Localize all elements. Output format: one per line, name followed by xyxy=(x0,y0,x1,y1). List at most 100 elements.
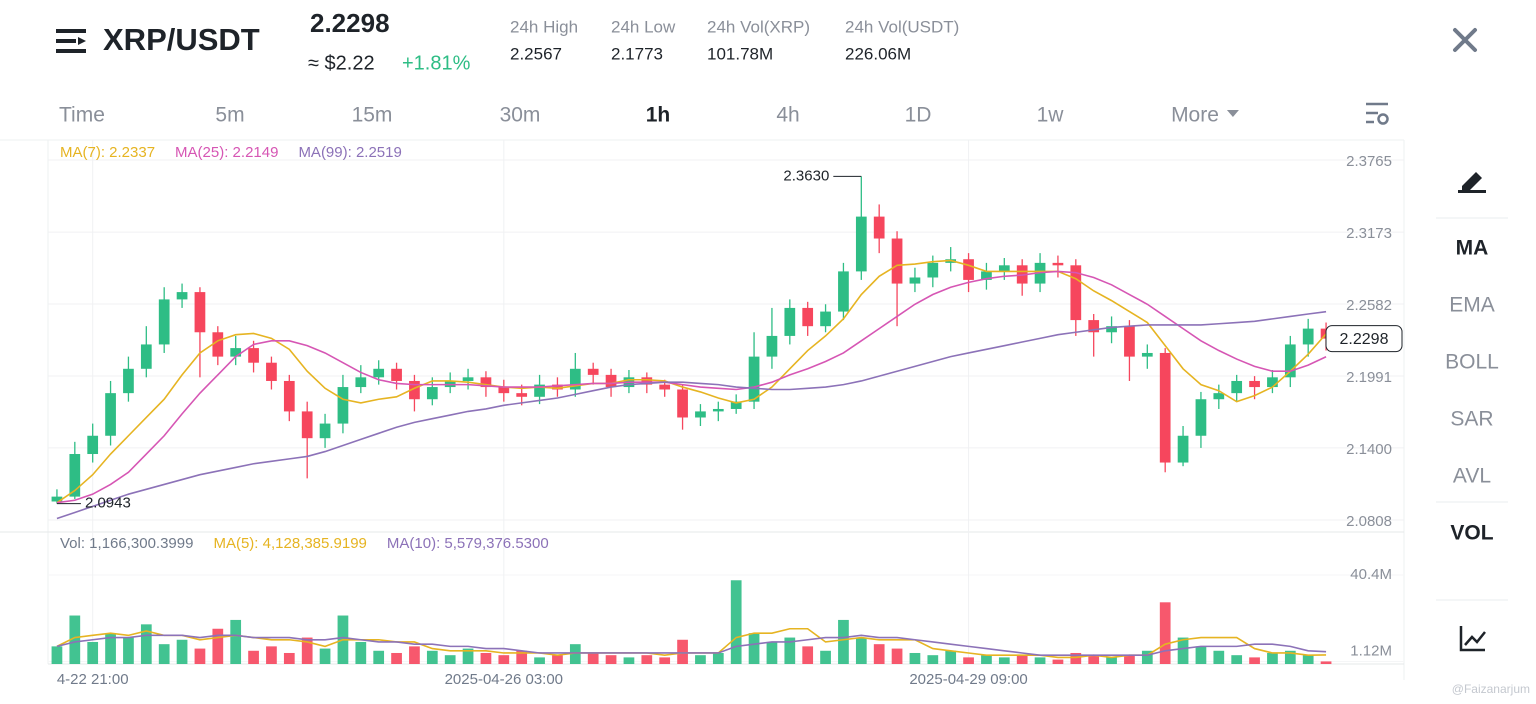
volume-bar xyxy=(605,655,617,664)
volume-bar xyxy=(87,641,99,664)
interval-tabs: Time 5m 15m 30m 1h 4h 1D 1w More xyxy=(59,104,1239,127)
candle-body xyxy=(569,368,581,390)
candle-body xyxy=(1052,262,1064,266)
credit: @Faizanarjum xyxy=(1452,682,1530,696)
candle-body xyxy=(266,362,277,381)
candle-body xyxy=(1302,328,1314,345)
candle-body xyxy=(909,277,921,284)
ma-line xyxy=(56,259,1327,504)
candle-body xyxy=(730,401,742,409)
candle-body xyxy=(1177,435,1189,463)
close-button[interactable] xyxy=(1453,28,1477,52)
candle-body xyxy=(766,335,778,357)
volume-bar xyxy=(444,655,456,664)
volume-bar xyxy=(909,652,921,664)
volume-bar xyxy=(963,657,974,664)
volume-bar xyxy=(1195,646,1207,664)
interval-tab[interactable]: 15m xyxy=(352,104,393,127)
interval-tab[interactable]: 30m xyxy=(500,104,541,127)
candle-body xyxy=(319,423,331,439)
stat-label: 24h Low xyxy=(611,17,676,36)
candle-body xyxy=(105,393,116,436)
volume-bar xyxy=(51,646,63,664)
volume-bar xyxy=(730,580,742,664)
candle-body xyxy=(212,332,224,357)
legend-entry: MA(25): 2.2149 xyxy=(175,144,278,161)
icon-bar xyxy=(56,49,86,53)
candle-body xyxy=(855,216,867,272)
candle-body xyxy=(891,238,903,284)
interval-tab[interactable]: Time xyxy=(59,104,105,127)
volume-bar xyxy=(981,655,992,664)
pair[interactable]: XRP/USDT xyxy=(103,22,260,57)
interval-tab[interactable]: 4h xyxy=(776,104,799,127)
volume-bar xyxy=(516,650,528,664)
stat-label: 24h Vol(USDT) xyxy=(845,17,959,36)
candle-body xyxy=(230,348,242,357)
candle-body xyxy=(927,262,939,278)
y-tick-label: 40.4M xyxy=(1350,566,1392,583)
volume-bar xyxy=(695,655,706,664)
stat-value: 101.78M xyxy=(707,44,773,63)
interval-tab[interactable]: More xyxy=(1171,104,1219,127)
candle-body xyxy=(605,374,617,388)
legend-entry: MA(5): 4,128,385.9199 xyxy=(213,535,366,552)
candle-body xyxy=(516,393,528,397)
stat-value: 226.06M xyxy=(845,44,911,63)
volume-bar xyxy=(105,633,116,664)
settings-icon[interactable] xyxy=(1366,102,1389,125)
legend-entry: MA(99): 2.2519 xyxy=(298,144,401,161)
volume-bar xyxy=(748,633,760,664)
indicator-tab[interactable]: EMA xyxy=(1449,294,1495,317)
candle-body xyxy=(373,368,385,378)
volume-bar xyxy=(712,652,724,664)
volume-bar xyxy=(69,615,81,664)
interval-tab[interactable]: 1D xyxy=(905,104,932,127)
volume-bar xyxy=(462,648,474,664)
candle-body xyxy=(1159,352,1171,463)
candle-body xyxy=(1249,380,1260,388)
menu-icon[interactable] xyxy=(56,29,86,53)
candle-body xyxy=(194,292,206,333)
candle-body xyxy=(695,411,706,418)
candle-body xyxy=(534,384,545,397)
y-tick-label: 2.1400 xyxy=(1346,441,1392,458)
volume-bar xyxy=(176,639,188,664)
interval-tab[interactable]: 1h xyxy=(646,104,671,127)
candle-body xyxy=(873,216,885,239)
candle-body xyxy=(140,344,152,369)
candle-body xyxy=(69,454,81,497)
draw-tool-icon[interactable] xyxy=(1458,172,1486,193)
volume-bar xyxy=(480,652,492,664)
volume-bar xyxy=(1302,655,1314,664)
indicator-tab[interactable]: AVL xyxy=(1453,465,1491,488)
indicator-tab[interactable]: BOLL xyxy=(1445,351,1499,374)
candle-body xyxy=(1231,380,1243,394)
candle-body xyxy=(301,411,313,439)
volume-bar xyxy=(283,652,295,664)
candle-body xyxy=(998,265,1010,272)
volume-bar xyxy=(409,646,420,664)
candle-body xyxy=(498,387,510,394)
volume-bar xyxy=(766,641,778,664)
indicator-tab[interactable]: SAR xyxy=(1450,408,1493,431)
chart-type-icon[interactable] xyxy=(1459,626,1486,652)
price-change: +1.81% xyxy=(402,52,471,74)
ma-line xyxy=(56,270,1327,504)
interval-tab[interactable]: 5m xyxy=(215,104,244,127)
chart: 2.3765 2.3173 2.2582 2.1991 2.1400 2.0808 40.4… xyxy=(0,139,1405,688)
volume-bar xyxy=(1159,602,1171,664)
interval-tab[interactable]: 1w xyxy=(1037,104,1065,127)
volume-bar xyxy=(998,657,1010,664)
indicator-tab[interactable]: VOL xyxy=(1450,522,1493,545)
volume-bar xyxy=(1034,657,1046,664)
dropdown-arrow xyxy=(1226,110,1239,117)
candle-body xyxy=(1284,344,1296,378)
volume-bar xyxy=(534,657,545,664)
annotation-label: 2.0943 xyxy=(85,495,131,512)
ma-line xyxy=(56,634,1327,656)
volume-bar xyxy=(319,648,331,664)
volume-bar xyxy=(498,655,510,664)
indicator-tab[interactable]: MA xyxy=(1456,237,1489,260)
